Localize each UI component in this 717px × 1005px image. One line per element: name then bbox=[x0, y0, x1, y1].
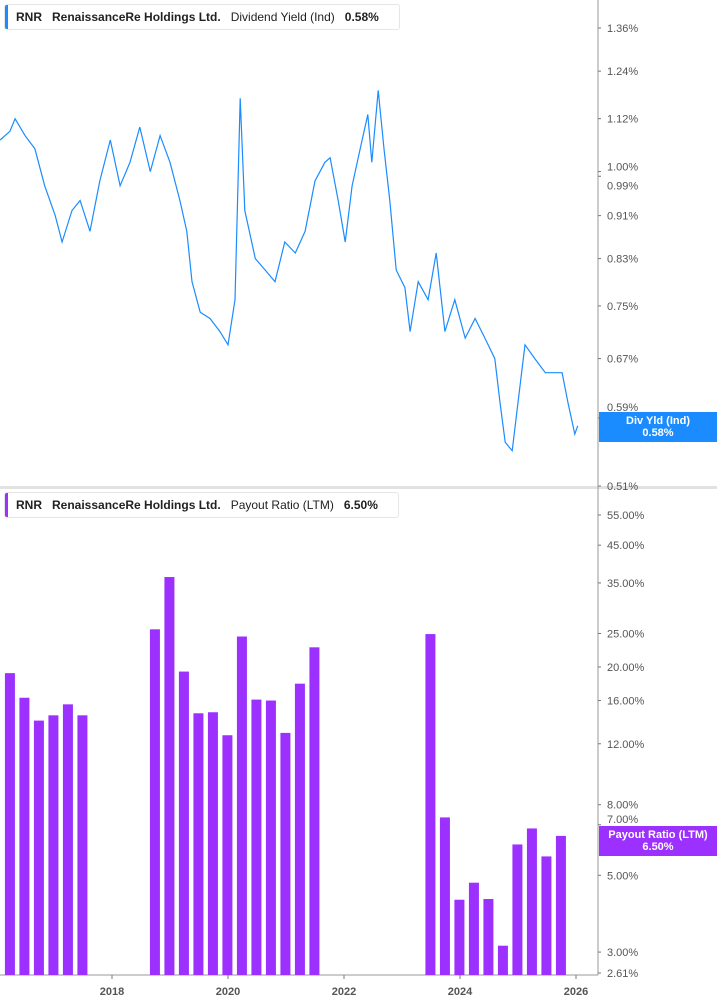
payout-bar bbox=[555, 835, 566, 975]
y-tick-label: 0.83% bbox=[607, 254, 638, 266]
y-tick-label: 0.67% bbox=[607, 354, 638, 366]
payout-bar bbox=[454, 899, 465, 975]
dividend-yield-line bbox=[0, 90, 579, 453]
payout-bar bbox=[33, 720, 44, 975]
y-tick-label: 45.00% bbox=[607, 540, 645, 552]
series-color-marker bbox=[5, 493, 8, 517]
payout-bar bbox=[294, 683, 305, 975]
y-tick-label: 1.36% bbox=[607, 23, 638, 35]
payout-bar bbox=[178, 671, 189, 975]
y-tick-label: 1.12% bbox=[607, 114, 638, 126]
legend-company: RenaissanceRe Holdings Ltd. bbox=[52, 498, 221, 512]
payout-bar bbox=[62, 704, 73, 975]
payout-bar bbox=[4, 673, 15, 975]
payout-bar bbox=[265, 700, 276, 975]
y-tick-label: 0.59% bbox=[607, 402, 638, 414]
payout-bar bbox=[236, 636, 247, 975]
payout-bar bbox=[512, 844, 523, 975]
legend-value: 0.58% bbox=[344, 10, 379, 24]
y-tick-label: 7.00% bbox=[607, 814, 638, 826]
top-legend: RNR RenaissanceRe Holdings Ltd. Dividend… bbox=[4, 4, 400, 30]
payout-bar bbox=[439, 817, 450, 975]
payout-bar bbox=[77, 715, 88, 975]
legend-ticker: RNR bbox=[16, 498, 42, 512]
y-tick-label: 25.00% bbox=[607, 628, 645, 640]
legend-value: 6.50% bbox=[343, 498, 378, 512]
x-tick-label: 2020 bbox=[216, 986, 240, 998]
payout-bar bbox=[425, 634, 436, 975]
legend-metric: Payout Ratio (LTM) bbox=[230, 498, 334, 512]
y-tick-label: 0.51% bbox=[607, 481, 638, 493]
payout-bar bbox=[19, 697, 30, 975]
tag-value: 6.50% bbox=[642, 841, 674, 853]
payout-bar bbox=[193, 713, 204, 975]
payout-value-tag: Payout Ratio (LTM) 6.50% bbox=[599, 826, 717, 856]
y-tick-label: 0.75% bbox=[607, 301, 638, 313]
payout-bar bbox=[497, 945, 508, 975]
tag-label: Payout Ratio (LTM) bbox=[608, 829, 708, 841]
y-tick-label: 55.00% bbox=[607, 510, 645, 522]
x-tick-label: 2022 bbox=[332, 986, 356, 998]
y-tick-label: 0.91% bbox=[607, 211, 638, 223]
y-tick-label: 8.00% bbox=[607, 800, 638, 812]
y-tick-label: 2.61% bbox=[607, 968, 638, 980]
legend-metric: Dividend Yield (Ind) bbox=[230, 10, 335, 24]
y-tick-label: 0.99% bbox=[607, 180, 638, 192]
y-tick-label: 5.00% bbox=[607, 870, 638, 882]
y-tick-label: 1.00% bbox=[607, 162, 638, 174]
y-tick-label: 20.00% bbox=[607, 662, 645, 674]
x-tick-label: 2026 bbox=[564, 986, 588, 998]
payout-bar bbox=[207, 712, 218, 975]
payout-bar bbox=[526, 828, 537, 975]
payout-bar bbox=[48, 715, 59, 975]
y-tick-label: 1.24% bbox=[607, 66, 638, 78]
payout-bar bbox=[164, 577, 175, 975]
payout-bar bbox=[468, 882, 479, 975]
payout-bar bbox=[251, 699, 262, 975]
yield-value-tag: Div Yld (Ind) 0.58% bbox=[599, 412, 717, 442]
payout-bar bbox=[309, 647, 320, 975]
payout-bar bbox=[483, 899, 494, 975]
tag-value: 0.58% bbox=[642, 427, 674, 439]
payout-bar bbox=[280, 732, 291, 975]
legend-ticker: RNR bbox=[16, 10, 42, 24]
series-color-marker bbox=[5, 5, 8, 29]
tag-label: Div Yld (Ind) bbox=[626, 415, 690, 427]
bottom-legend: RNR RenaissanceRe Holdings Ltd. Payout R… bbox=[4, 492, 399, 518]
panel-separator bbox=[0, 486, 717, 489]
legend-company: RenaissanceRe Holdings Ltd. bbox=[52, 10, 221, 24]
y-tick-label: 12.00% bbox=[607, 739, 645, 751]
x-tick-label: 2018 bbox=[100, 986, 124, 998]
payout-bar bbox=[222, 735, 233, 975]
y-tick-label: 16.00% bbox=[607, 696, 645, 708]
y-tick-label: 35.00% bbox=[607, 578, 645, 590]
payout-bar bbox=[149, 629, 160, 975]
x-tick-label: 2024 bbox=[448, 986, 473, 998]
payout-bar bbox=[541, 856, 552, 975]
y-tick-label: 3.00% bbox=[607, 947, 638, 959]
